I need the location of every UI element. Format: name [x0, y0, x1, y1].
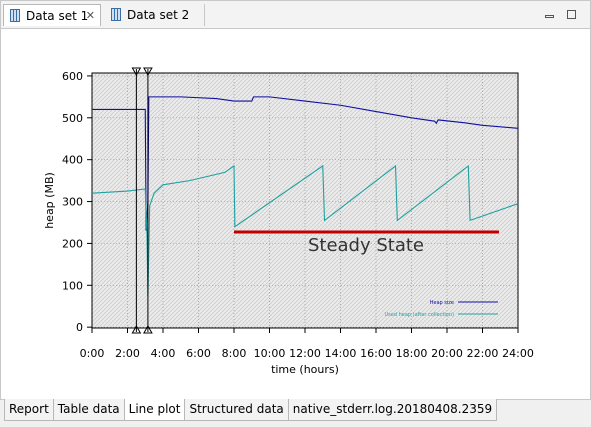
legend-label: Used heap (after collection) — [385, 312, 455, 318]
x-tick-label: 14:00 — [325, 347, 357, 360]
bottom-tab[interactable]: Line plot — [123, 399, 186, 421]
minimize-button[interactable] — [545, 15, 554, 18]
x-tick-label: 6:00 — [186, 347, 211, 360]
marker-handle — [143, 67, 153, 77]
y-tick-label: 600 — [62, 70, 83, 83]
marker-handle — [131, 324, 142, 334]
tab[interactable]: Data set 2 — [105, 4, 205, 26]
x-axis-label: time (hours) — [271, 363, 339, 376]
y-tick-label: 100 — [62, 279, 83, 292]
x-tick-label: 10:00 — [254, 347, 286, 360]
series-line — [91, 164, 519, 296]
x-tick-label: 22:00 — [467, 347, 499, 360]
y-tick-label: 500 — [62, 112, 83, 125]
y-tick-label: 400 — [62, 154, 83, 167]
x-tick-label: 8:00 — [222, 347, 247, 360]
bottom-tab[interactable]: Report — [4, 399, 54, 421]
marker-handle — [131, 67, 142, 77]
x-tick-label: 12:00 — [289, 347, 321, 360]
x-tick-label: 0:00 — [80, 347, 105, 360]
plot-frame — [91, 72, 519, 329]
y-tick-label: 300 — [62, 196, 83, 209]
tab-label: Data set 1 — [26, 9, 89, 23]
y-axis-label: heap (MB) — [43, 172, 56, 229]
tab[interactable]: Data set 1 ✕ — [3, 4, 101, 26]
maximize-button[interactable] — [567, 10, 576, 19]
x-tick-label: 24:00 — [502, 347, 534, 360]
x-tick-label: 16:00 — [360, 347, 392, 360]
legend-label: Heap size — [430, 300, 454, 306]
y-tick-label: 200 — [62, 237, 83, 250]
annotation: Steady State — [308, 235, 424, 256]
bottom-tab[interactable]: Structured data — [184, 399, 289, 421]
bottom-tabs: Report Table data Line plot Structured d… — [4, 399, 498, 421]
chart: 0 100 200 300 400 500 600 0:00 2:00 4:00 6:00 8:00 1… — [43, 67, 534, 376]
x-tick-label: 18:00 — [396, 347, 428, 360]
close-button[interactable]: ✕ — [85, 9, 95, 22]
tab-bar: Data set 1 ✕ Data set 2 — [0, 0, 591, 29]
x-tick-label: 20:00 — [431, 347, 463, 360]
tab-label: Data set 2 — [127, 8, 190, 22]
bottom-tab[interactable]: Table data — [52, 399, 125, 421]
marker-handle — [143, 324, 153, 334]
bottom-tab[interactable]: native_stderr.log.20180408.2359 — [287, 399, 498, 421]
x-tick-label: 2:00 — [115, 347, 140, 360]
x-tick-label: 4:00 — [151, 347, 176, 360]
chart-panel: 0 100 200 300 400 500 600 0:00 2:00 4:00 6:00 8:00 1… — [0, 28, 591, 400]
y-tick-label: 0 — [76, 321, 83, 334]
